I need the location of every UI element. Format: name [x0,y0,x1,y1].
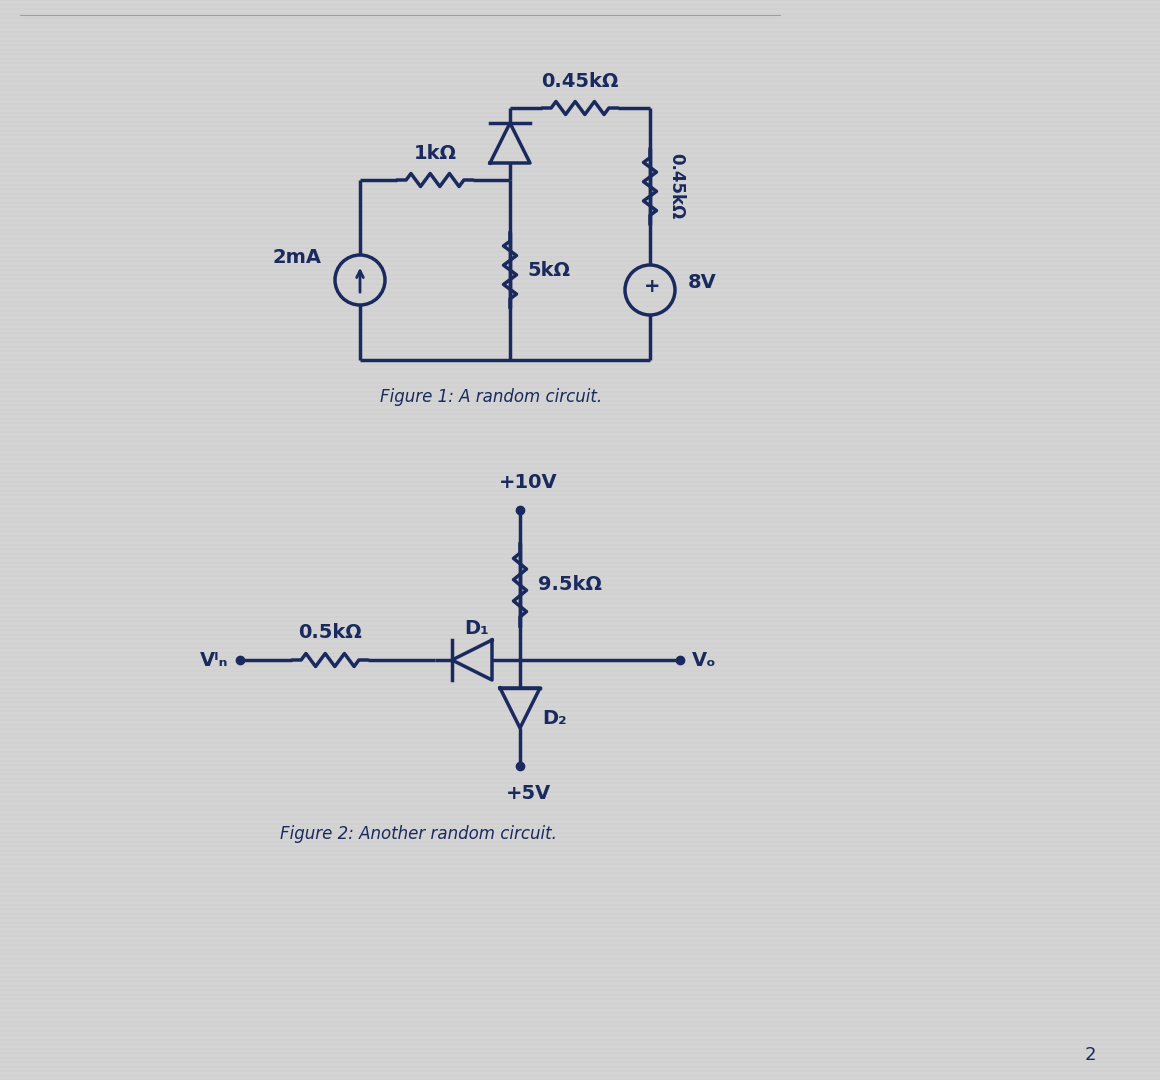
Text: +5V: +5V [506,784,551,804]
Text: D₁: D₁ [465,619,490,638]
Text: 0.45kΩ: 0.45kΩ [542,72,618,91]
Text: 1kΩ: 1kΩ [413,144,457,163]
Text: Figure 1: A random circuit.: Figure 1: A random circuit. [380,388,602,406]
Text: 0.5kΩ: 0.5kΩ [298,623,362,642]
Text: Vᴵₙ: Vᴵₙ [200,650,229,670]
Text: 0.45kΩ: 0.45kΩ [667,153,686,219]
Text: Figure 2: Another random circuit.: Figure 2: Another random circuit. [280,825,557,843]
Text: D₂: D₂ [542,708,566,728]
Text: +: + [644,276,660,296]
Text: 9.5kΩ: 9.5kΩ [538,576,602,594]
Text: 2mA: 2mA [273,248,322,268]
Text: 5kΩ: 5kΩ [527,260,570,280]
Text: 2: 2 [1085,1047,1096,1064]
Text: Vₒ: Vₒ [693,650,717,670]
Text: +10V: +10V [499,473,557,492]
Text: 8V: 8V [688,272,717,292]
